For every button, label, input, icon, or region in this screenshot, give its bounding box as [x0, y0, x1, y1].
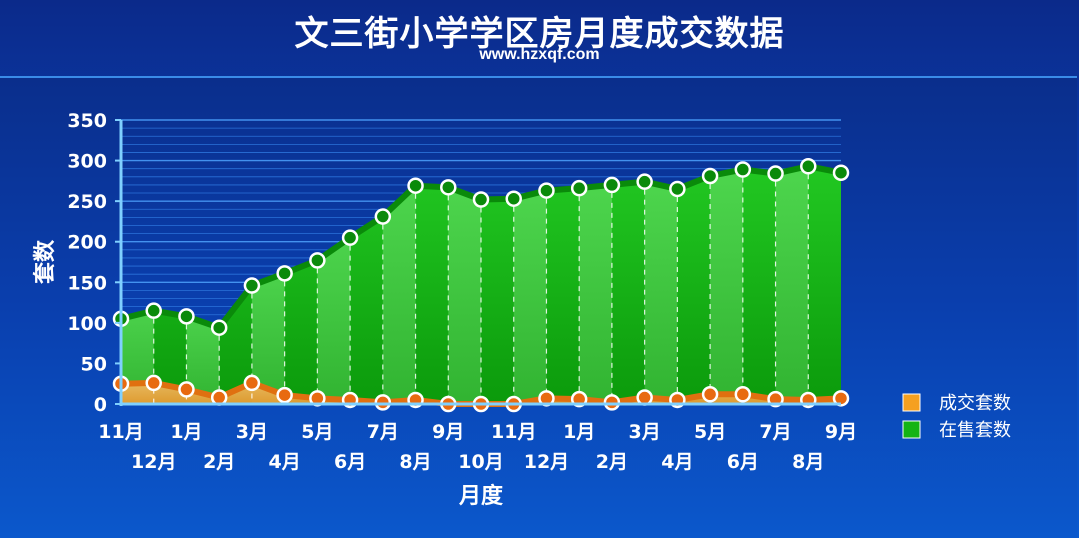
x-tick-label: 4月	[269, 451, 301, 473]
x-tick-label: 12月	[131, 451, 176, 473]
x-tick-label: 3月	[236, 421, 268, 443]
point-deals	[636, 389, 653, 406]
x-tick-label: 4月	[661, 451, 693, 473]
x-tick-label: 9月	[825, 421, 857, 443]
point-on-sale	[407, 177, 424, 194]
point-on-sale	[472, 191, 490, 208]
point-deals	[178, 381, 195, 398]
point-deals	[701, 386, 719, 403]
x-tick-label: 8月	[399, 451, 431, 473]
point-deals	[145, 374, 162, 392]
axis-layer	[115, 119, 841, 406]
y-tick-label: 100	[67, 313, 107, 335]
point-on-sale	[832, 164, 850, 181]
legend-label-deals: 成交套数	[939, 393, 1011, 414]
y-tick-label: 350	[67, 110, 107, 132]
x-tick-label: 7月	[759, 421, 791, 443]
point-deals	[374, 394, 392, 411]
legend-swatch-deals	[902, 393, 921, 412]
x-tick-label: 5月	[301, 421, 333, 443]
point-on-sale	[603, 176, 621, 194]
area-band	[513, 190, 547, 404]
area-band	[710, 169, 743, 404]
point-deals	[210, 389, 228, 406]
point-on-sale	[669, 180, 686, 198]
y-axis-title: 套数	[32, 239, 58, 284]
area-band	[579, 184, 612, 404]
x-tick-label: 2月	[203, 451, 235, 473]
chart-title: 文三街小学学区房月度成交数据	[294, 14, 785, 54]
x-tick-label: 1月	[170, 421, 202, 443]
point-on-sale	[767, 165, 784, 182]
y-tick-label: 50	[81, 353, 107, 375]
chart-subtitle[interactable]: www.hzxqf.com	[479, 46, 600, 63]
point-on-sale	[701, 167, 719, 185]
x-tick-label: 6月	[334, 451, 366, 473]
y-tick-label: 150	[67, 272, 107, 294]
x-tick-label: 3月	[629, 421, 661, 443]
point-on-sale	[145, 302, 162, 319]
x-tick-label: 8月	[792, 451, 824, 473]
x-tick-label: 12月	[524, 451, 569, 473]
point-on-sale	[636, 173, 653, 190]
legend-swatch-on-sale	[902, 420, 921, 439]
point-on-sale	[538, 182, 555, 199]
y-tick-label: 200	[67, 232, 107, 254]
x-tick-label: 9月	[432, 421, 464, 443]
y-tick-label: 300	[67, 151, 107, 173]
point-deals	[734, 386, 752, 403]
x-axis-title: 月度	[458, 483, 504, 509]
point-on-sale	[570, 179, 588, 197]
point-on-sale	[341, 229, 359, 246]
x-tick-label: 11月	[491, 421, 536, 443]
x-tick-label: 1月	[563, 421, 595, 443]
area-band	[382, 185, 416, 404]
y-tick-label: 250	[67, 191, 107, 213]
legend-label-on-sale: 在售套数	[939, 420, 1011, 441]
area-band	[775, 166, 809, 404]
point-on-sale	[309, 252, 326, 269]
y-tick-label: 0	[94, 394, 107, 416]
point-on-sale	[178, 308, 195, 325]
x-tick-label: 2月	[596, 451, 628, 473]
x-tick-label: 11月	[98, 421, 143, 443]
area-band	[448, 187, 481, 404]
x-tick-label: 10月	[458, 451, 503, 473]
point-on-sale	[505, 190, 522, 207]
area-band	[186, 316, 220, 404]
label-layer: 05010015020025030035011月12月1月2月3月4月5月6月7…	[32, 110, 857, 509]
x-tick-label: 5月	[694, 421, 726, 443]
point-on-sale	[374, 208, 392, 225]
point-on-sale	[734, 161, 752, 178]
point-on-sale	[800, 158, 817, 175]
x-tick-label: 7月	[367, 421, 399, 443]
point-on-sale	[210, 319, 228, 336]
area-band	[317, 237, 351, 404]
x-tick-label: 6月	[727, 451, 759, 473]
point-on-sale	[276, 265, 293, 282]
point-deals	[243, 374, 261, 392]
area-band	[251, 273, 285, 404]
point-deals	[603, 394, 621, 411]
area-band	[644, 181, 678, 404]
point-on-sale	[243, 277, 261, 294]
point-deals	[276, 386, 293, 404]
point-on-sale	[440, 179, 457, 196]
